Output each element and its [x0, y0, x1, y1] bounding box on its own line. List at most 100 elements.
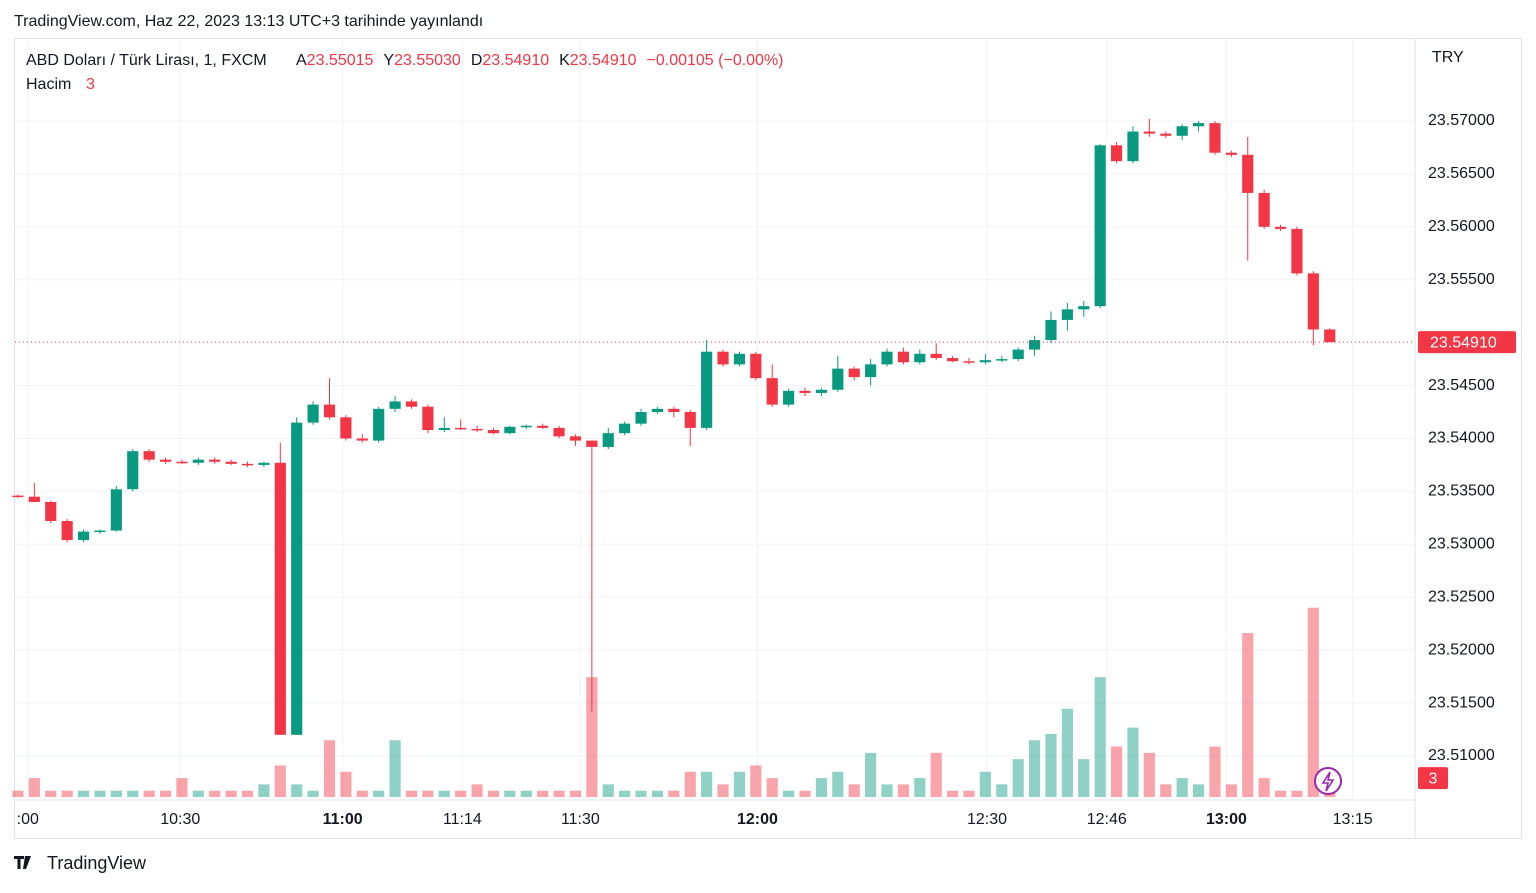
- volume-bar: [438, 790, 450, 797]
- volume-bar: [373, 790, 385, 797]
- ohlc-value: 23.54910: [570, 52, 637, 69]
- candle-body: [815, 389, 827, 393]
- volume-bar: [1045, 733, 1057, 797]
- y-tick-label: 23.52500: [1428, 588, 1495, 605]
- volume-bar: [799, 790, 811, 797]
- candle-body: [766, 378, 778, 405]
- candle-body: [668, 408, 680, 413]
- volume-bar: [733, 771, 746, 797]
- candle-body: [274, 462, 286, 735]
- candle-body: [323, 404, 336, 418]
- candle-body: [1324, 329, 1336, 343]
- candle-body: [127, 451, 139, 490]
- y-tick-label: 23.54000: [1428, 430, 1495, 447]
- candle-body: [1160, 133, 1172, 136]
- x-tick-label: 13:00: [1206, 811, 1247, 828]
- volume-bar: [176, 778, 188, 797]
- logo-icon: [14, 856, 31, 869]
- volume-bar: [94, 790, 106, 797]
- candle-body: [799, 390, 811, 393]
- volume-bar: [61, 790, 73, 797]
- candle-body: [487, 430, 500, 434]
- event-icon: [1321, 771, 1335, 792]
- volume-bar: [1258, 778, 1270, 797]
- candle-body: [1029, 340, 1041, 350]
- y-tick-label: 23.57000: [1428, 112, 1495, 129]
- x-tick-label: 10:30: [160, 811, 200, 828]
- volume-bar: [635, 790, 647, 797]
- volume-bar: [750, 765, 762, 797]
- candle-body: [143, 451, 155, 460]
- candle-body: [422, 406, 434, 431]
- volume-bar: [389, 740, 401, 797]
- candle-body: [77, 531, 90, 541]
- candle-body: [1045, 319, 1057, 341]
- volume-bar: [586, 677, 598, 797]
- y-tick-label: 23.55500: [1428, 271, 1495, 288]
- candle-body: [1291, 228, 1303, 274]
- volume-bar: [651, 790, 664, 797]
- currency: TRY: [1432, 49, 1464, 66]
- candle-body: [1258, 192, 1270, 227]
- volume-bar: [455, 790, 467, 797]
- ohlc-value: 23.55015: [307, 52, 374, 69]
- candle-body: [225, 461, 237, 464]
- volume-label: Hacim: [26, 76, 71, 93]
- candle-body: [635, 412, 647, 424]
- candle-body: [176, 461, 188, 464]
- ohlc-key: Y: [383, 52, 394, 69]
- volume-bar: [1029, 740, 1041, 797]
- y-tick-label: 23.56500: [1428, 165, 1495, 182]
- x-tick-label: 11:14: [443, 811, 482, 828]
- candle-body: [848, 368, 860, 378]
- volume-bar: [1209, 746, 1221, 797]
- volume-bar: [1012, 759, 1024, 797]
- last-price-label: 23.54910: [1430, 334, 1497, 351]
- candle-body: [996, 359, 1008, 361]
- candle-body: [619, 423, 631, 434]
- ohlc-key: D: [471, 52, 483, 69]
- event-marker: [1314, 767, 1342, 795]
- volume-bar: [1242, 632, 1254, 797]
- volume-bar: [1225, 784, 1237, 797]
- candle-body: [750, 353, 762, 379]
- candle-body: [1274, 226, 1287, 229]
- volume-bar: [1192, 784, 1205, 797]
- candle-body: [455, 427, 467, 430]
- candle-body: [1143, 131, 1155, 134]
- volume-bar: [897, 784, 909, 797]
- y-tick-label: 23.54500: [1428, 377, 1495, 394]
- volume-bar: [12, 790, 24, 797]
- volume-bar: [783, 790, 795, 797]
- volume-bar: [947, 790, 959, 797]
- volume-bar: [1274, 790, 1287, 797]
- candle-body: [537, 425, 549, 428]
- ohlc-key: K: [559, 52, 570, 69]
- candle-body: [389, 401, 401, 409]
- candle-body: [651, 408, 664, 413]
- volume-bar: [1291, 790, 1303, 797]
- volume-value: 3: [86, 76, 95, 93]
- candle-body: [520, 425, 532, 428]
- frame: [14, 38, 1522, 839]
- candle-body: [340, 417, 352, 439]
- y-tick-label: 23.53500: [1428, 483, 1495, 500]
- volume-bar: [127, 790, 139, 797]
- candle-body: [717, 351, 729, 365]
- volume-bar: [881, 784, 893, 797]
- x-tick-label: :00: [17, 811, 39, 828]
- volume-bar: [258, 784, 270, 797]
- candle-body: [930, 353, 942, 359]
- symbol: ABD Doları / Türk Lirası, 1, FXCM: [26, 52, 267, 69]
- candle-body: [1307, 273, 1319, 330]
- candle-body: [1209, 123, 1221, 153]
- candle-body: [881, 351, 893, 365]
- candle-body: [783, 390, 795, 405]
- candle-body: [684, 412, 696, 428]
- volume-bar: [504, 790, 516, 797]
- volume-bar: [848, 784, 860, 797]
- volume-bar: [110, 790, 122, 797]
- volume-bar: [537, 790, 549, 797]
- volume-bar: [274, 765, 286, 797]
- y-tick-label: 23.56000: [1428, 218, 1495, 235]
